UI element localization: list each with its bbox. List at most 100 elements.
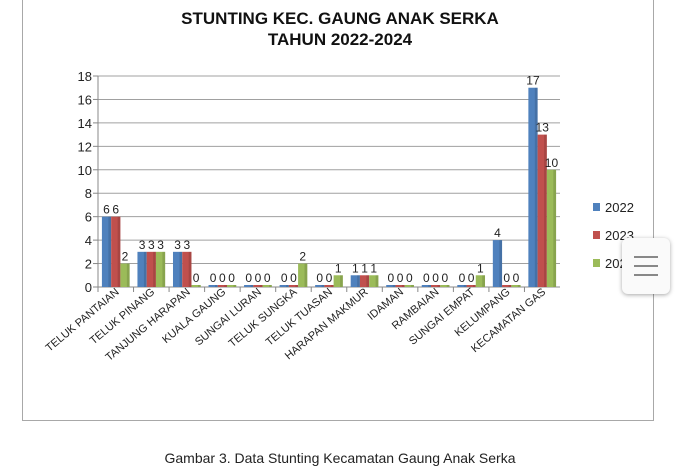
bar-2023 bbox=[537, 134, 547, 287]
data-label: 3 bbox=[157, 238, 164, 252]
bar-shade bbox=[188, 251, 192, 287]
bar-2023 bbox=[217, 285, 228, 287]
data-label: 0 bbox=[290, 271, 297, 285]
data-label: 0 bbox=[210, 271, 217, 285]
bar-2022 bbox=[528, 87, 538, 287]
bar-2024 bbox=[227, 285, 237, 287]
bar-2024 bbox=[546, 169, 557, 287]
bar-shade bbox=[304, 263, 308, 287]
bar-shade bbox=[321, 285, 325, 287]
data-label: 0 bbox=[459, 271, 466, 285]
data-label: 0 bbox=[406, 271, 413, 285]
bar-2024 bbox=[511, 285, 521, 287]
bar-shade bbox=[392, 285, 396, 287]
data-label: 1 bbox=[335, 261, 342, 275]
bar-2023 bbox=[182, 251, 192, 287]
bar-shade bbox=[437, 285, 441, 287]
data-label: 6 bbox=[112, 203, 119, 217]
menu-icon-line bbox=[634, 256, 658, 258]
bar-shade bbox=[411, 285, 414, 287]
bar-2024 bbox=[440, 285, 450, 287]
data-label: 0 bbox=[281, 271, 288, 285]
y-tick-label: 14 bbox=[78, 116, 92, 131]
data-label: 2 bbox=[299, 250, 306, 264]
bar-shade bbox=[117, 216, 121, 287]
bar-2022 bbox=[457, 285, 467, 287]
bar-shade bbox=[357, 275, 360, 287]
bar-2022 bbox=[172, 251, 183, 287]
data-label: 1 bbox=[477, 261, 484, 275]
y-tick-label: 4 bbox=[85, 233, 92, 248]
bar-shade bbox=[162, 251, 166, 287]
bar-shade bbox=[250, 285, 254, 287]
bar-2024 bbox=[404, 285, 414, 287]
bar-shade bbox=[428, 285, 431, 287]
bar-2024 bbox=[262, 285, 272, 287]
data-label: 0 bbox=[432, 271, 439, 285]
bar-shade bbox=[126, 263, 130, 287]
bar-2022 bbox=[101, 216, 112, 287]
data-label: 0 bbox=[245, 271, 252, 285]
data-label: 10 bbox=[545, 156, 559, 170]
legend-swatch bbox=[593, 259, 600, 267]
data-label: 0 bbox=[513, 271, 520, 285]
bar-2022 bbox=[279, 285, 289, 287]
menu-icon-line bbox=[634, 274, 658, 276]
bar-shade bbox=[375, 275, 379, 287]
floating-menu-button[interactable] bbox=[622, 238, 670, 294]
bar-2023 bbox=[395, 285, 405, 287]
data-label: 13 bbox=[536, 121, 550, 135]
bar-2024 bbox=[333, 275, 343, 287]
data-label: 0 bbox=[228, 271, 235, 285]
bar-shade bbox=[259, 285, 263, 287]
bar-shade bbox=[446, 285, 450, 287]
y-tick-label: 6 bbox=[85, 210, 92, 225]
bar-shade bbox=[295, 285, 299, 287]
y-tick-label: 0 bbox=[85, 280, 92, 295]
bar-2022 bbox=[350, 275, 360, 287]
bar-shade bbox=[473, 285, 476, 287]
bar-shade bbox=[197, 285, 201, 287]
data-label: 0 bbox=[193, 271, 200, 285]
chart-frame bbox=[22, 0, 654, 421]
bar-shade bbox=[544, 134, 547, 287]
x-tick-label: SUNGAI EMPAT bbox=[407, 286, 477, 348]
bar-2024 bbox=[369, 275, 379, 287]
bar-2022 bbox=[492, 240, 503, 287]
bar-2024 bbox=[298, 263, 308, 287]
bar-2023 bbox=[502, 285, 512, 287]
bar-shade bbox=[534, 87, 538, 287]
data-label: 0 bbox=[387, 271, 394, 285]
data-label: 0 bbox=[397, 271, 404, 285]
data-label: 0 bbox=[468, 271, 475, 285]
data-label: 0 bbox=[219, 271, 226, 285]
data-label: 4 bbox=[494, 226, 501, 240]
bar-shade bbox=[499, 240, 503, 287]
legend-label: 2022 bbox=[605, 200, 634, 215]
data-label: 0 bbox=[316, 271, 323, 285]
bar-2022 bbox=[137, 251, 147, 287]
data-label: 17 bbox=[526, 74, 540, 88]
y-tick-label: 16 bbox=[78, 92, 92, 107]
chart-title-line-1: STUNTING KEC. GAUNG ANAK SERKA bbox=[181, 9, 499, 28]
bar-2022 bbox=[421, 285, 431, 287]
bar-shade bbox=[153, 251, 156, 287]
data-label: 3 bbox=[148, 238, 155, 252]
data-label: 2 bbox=[122, 250, 129, 264]
bar-shade bbox=[366, 275, 370, 287]
data-label: 3 bbox=[139, 238, 146, 252]
bar-shade bbox=[401, 285, 405, 287]
bar-shade bbox=[179, 251, 183, 287]
bar-2023 bbox=[359, 275, 370, 287]
data-label: 1 bbox=[361, 261, 368, 275]
bar-shade bbox=[214, 285, 218, 287]
bar-shade bbox=[143, 251, 147, 287]
figure-caption: Gambar 3. Data Stunting Kecamatan Gaung … bbox=[164, 450, 516, 466]
data-label: 3 bbox=[184, 238, 191, 252]
menu-icon-line bbox=[634, 265, 658, 267]
y-tick-label: 18 bbox=[78, 69, 92, 84]
bar-shade bbox=[463, 285, 467, 287]
data-label: 0 bbox=[255, 271, 262, 285]
bar-2024 bbox=[191, 285, 201, 287]
